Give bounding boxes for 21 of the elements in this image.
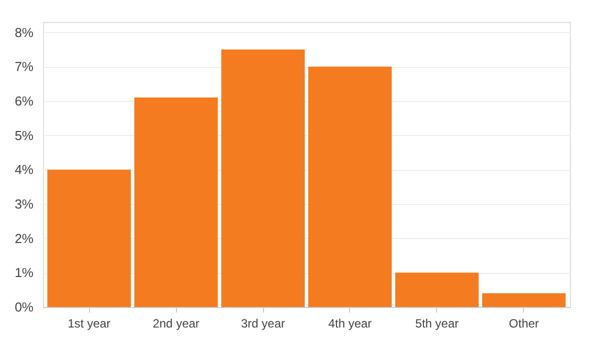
x-tick-label: 2nd year [152,316,200,330]
bar [395,272,479,307]
y-tick-label: 0% [14,300,34,314]
bar [47,170,131,307]
bar [134,98,218,307]
y-tick-label: 1% [14,265,34,280]
y-tick-label: 5% [14,128,34,143]
x-tick-label: 4th year [328,316,372,330]
x-tick-label: 1st year [68,316,110,330]
bar [308,66,392,307]
x-tick-label: 5th year [415,316,459,330]
x-tick-label: Other [508,316,539,330]
y-tick-label: 4% [14,162,34,178]
y-tick-label: 8% [14,24,34,40]
y-tick-label: 3% [14,196,34,212]
bar [482,293,566,307]
y-tick-label: 2% [14,230,34,246]
y-tick-label: 7% [14,59,34,74]
x-tick-label: 3rd year [241,316,286,330]
bar [221,49,305,307]
y-tick-label: 6% [14,93,34,108]
